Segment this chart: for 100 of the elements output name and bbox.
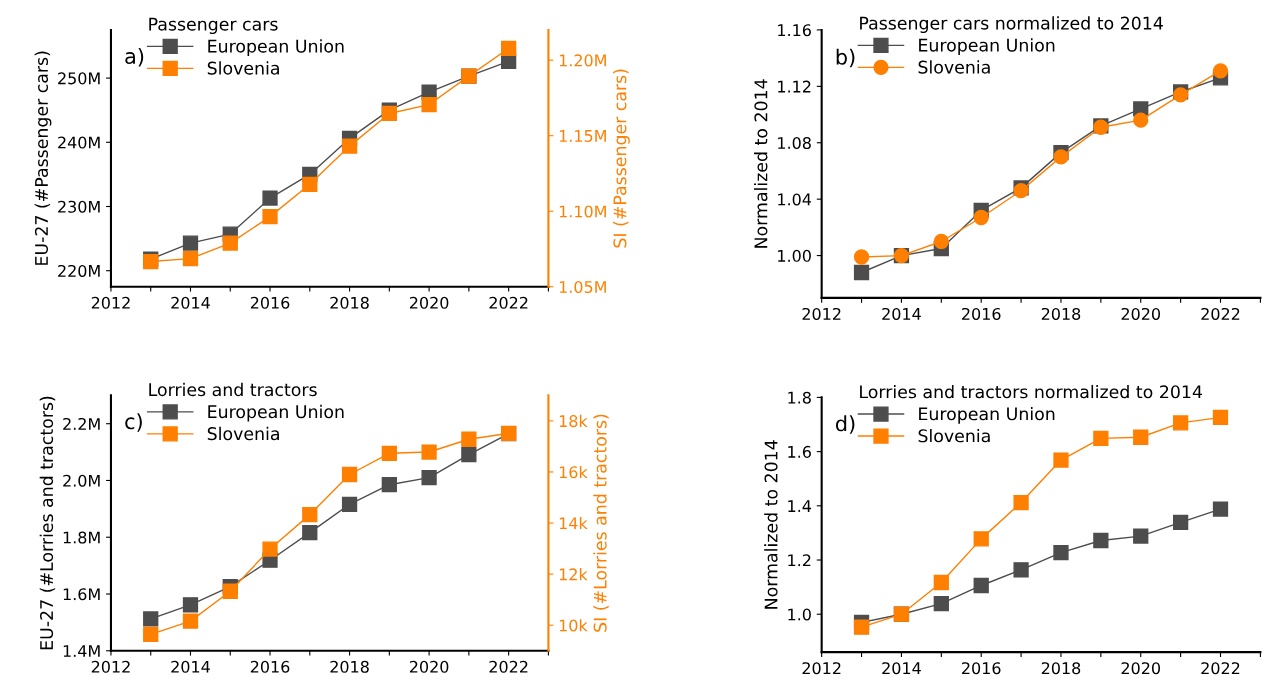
- point: [222, 235, 238, 251]
- point: [973, 577, 989, 594]
- y-tick-label: 1.8M: [63, 531, 100, 544]
- legend-label: European Union: [919, 38, 1055, 56]
- y-tick-label: 250M: [58, 72, 100, 85]
- y-tick-label: 1.4: [788, 500, 812, 512]
- point: [302, 506, 318, 523]
- y-tick-label: 240M: [58, 136, 100, 149]
- legend-title: Lorries and tractors: [149, 382, 317, 397]
- point: [182, 235, 199, 251]
- x-tick-label: 2018: [330, 660, 369, 673]
- legend-title: Lorries and tractors normalized to 2014: [860, 384, 1203, 399]
- point: [1172, 415, 1189, 431]
- x-tick-label: 2012: [91, 660, 130, 673]
- point: [933, 596, 949, 612]
- x-tick-label: 2018: [330, 296, 369, 309]
- point: [421, 96, 437, 113]
- x-tick-label: 2012: [91, 296, 130, 309]
- legend-label: Slovenia: [207, 61, 279, 75]
- point: [262, 209, 278, 225]
- y-tick-label: 1.04: [778, 193, 812, 206]
- point: [143, 626, 159, 643]
- y2-tick-label: 10k: [559, 619, 588, 632]
- point: [973, 209, 989, 226]
- y2-tick-label: 1.15M: [559, 130, 606, 142]
- x-tick-label: 2016: [250, 660, 290, 673]
- x-tick-label: 2014: [882, 307, 921, 320]
- y-tick-label: 1.2: [788, 554, 811, 567]
- point: [1172, 514, 1189, 530]
- x-tick-label: 2018: [1041, 307, 1081, 320]
- point: [341, 138, 358, 154]
- point: [182, 251, 199, 267]
- y-tick-label: 1.6: [788, 445, 811, 458]
- y-axis-title: EU-27 (#Lorries and tractors): [39, 396, 56, 650]
- legend-label: Slovenia: [207, 426, 279, 441]
- point: [933, 574, 949, 591]
- x-tick-label: 2020: [1121, 662, 1160, 675]
- x-tick-label: 2020: [409, 296, 449, 309]
- legend-title: Passenger cars normalized to 2014: [860, 16, 1163, 34]
- x-tick-label: 2022: [1201, 307, 1240, 320]
- x-tick-label: 2012: [802, 307, 841, 320]
- legend-label: Slovenia: [918, 60, 990, 74]
- point: [1013, 494, 1029, 511]
- point: [381, 445, 397, 461]
- point: [381, 477, 397, 493]
- point: [1053, 149, 1069, 165]
- x-tick-label: 2018: [1041, 662, 1081, 675]
- point: [933, 233, 949, 250]
- point: [461, 431, 477, 447]
- point: [1212, 63, 1229, 79]
- point: [381, 105, 397, 122]
- point: [262, 190, 278, 206]
- y-tick-label: 2.2M: [63, 417, 100, 430]
- y2-tick-label: 1.05M: [559, 280, 606, 294]
- y2-tick-label: 12k: [559, 568, 588, 581]
- point: [341, 496, 358, 512]
- point: [421, 444, 437, 460]
- point: [182, 613, 199, 629]
- point: [1212, 409, 1229, 426]
- y-axis-title: Normalized to 2014: [764, 440, 778, 609]
- y2-tick-label: 18k: [559, 414, 588, 428]
- x-tick-label: 2016: [962, 662, 1001, 675]
- point: [421, 469, 437, 486]
- point: [853, 619, 870, 635]
- x-tick-label: 2022: [1201, 662, 1240, 675]
- point: [341, 466, 358, 483]
- point: [1013, 562, 1029, 578]
- point: [1053, 452, 1069, 468]
- y2-axis-title: SI (#Passenger cars): [613, 69, 630, 248]
- y-axis-title: Normalized to 2014: [754, 79, 768, 248]
- x-tick-label: 2022: [489, 296, 528, 309]
- legend-label: European Union: [208, 39, 344, 57]
- point: [461, 447, 477, 463]
- point: [1053, 545, 1069, 561]
- point: [262, 541, 278, 557]
- legend-label: European Union: [919, 406, 1055, 424]
- annotation: c): [125, 413, 142, 432]
- point: [1093, 532, 1109, 549]
- point: [501, 40, 517, 56]
- y-tick-label: 2.0M: [63, 474, 100, 487]
- point: [853, 264, 870, 281]
- y-tick-label: 1.4M: [63, 645, 100, 657]
- point: [143, 611, 159, 627]
- y2-tick-label: 1.20M: [559, 54, 606, 67]
- y-tick-label: 1.6M: [63, 588, 100, 601]
- y2-tick-label: 16k: [559, 465, 588, 479]
- point: [302, 525, 318, 541]
- annotation: d): [835, 415, 855, 434]
- x-tick-label: 2016: [250, 296, 290, 309]
- y-tick-label: 1.08: [778, 136, 811, 150]
- y-tick-label: 1.16: [778, 24, 811, 37]
- annotation: a): [125, 47, 144, 67]
- x-tick-label: 2014: [171, 660, 210, 673]
- y-axis-title: EU-27 (#Passenger cars): [34, 51, 52, 265]
- point: [1133, 528, 1149, 544]
- y-tick-label: 1.00: [778, 249, 811, 262]
- x-tick-label: 2014: [171, 296, 210, 309]
- point: [302, 176, 318, 192]
- annotation: b): [836, 48, 855, 68]
- y-tick-label: 1.8: [788, 391, 811, 404]
